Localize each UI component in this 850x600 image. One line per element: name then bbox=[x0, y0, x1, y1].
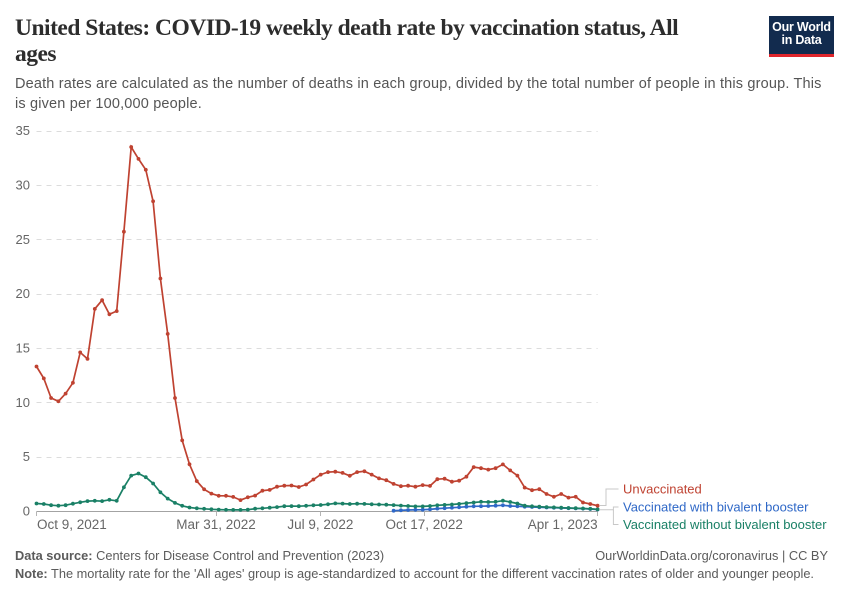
svg-text:Vaccinated with bivalent boost: Vaccinated with bivalent booster bbox=[623, 500, 809, 515]
svg-text:Apr 1, 2023: Apr 1, 2023 bbox=[528, 517, 598, 532]
svg-text:Vaccinated without bivalent bo: Vaccinated without bivalent booster bbox=[623, 517, 827, 532]
svg-text:Oct 9, 2021: Oct 9, 2021 bbox=[37, 517, 107, 532]
svg-text:Jul 9, 2022: Jul 9, 2022 bbox=[287, 517, 353, 532]
svg-text:Oct 17, 2022: Oct 17, 2022 bbox=[386, 517, 463, 532]
svg-text:Mar 31, 2022: Mar 31, 2022 bbox=[176, 517, 256, 532]
svg-text:5: 5 bbox=[23, 449, 30, 464]
svg-text:0: 0 bbox=[23, 504, 30, 519]
svg-text:Unvaccinated: Unvaccinated bbox=[623, 482, 702, 497]
svg-text:35: 35 bbox=[16, 123, 30, 138]
svg-text:25: 25 bbox=[16, 232, 30, 247]
svg-text:15: 15 bbox=[16, 341, 30, 356]
svg-text:10: 10 bbox=[16, 395, 30, 410]
svg-text:30: 30 bbox=[16, 178, 30, 193]
svg-text:20: 20 bbox=[16, 286, 30, 301]
